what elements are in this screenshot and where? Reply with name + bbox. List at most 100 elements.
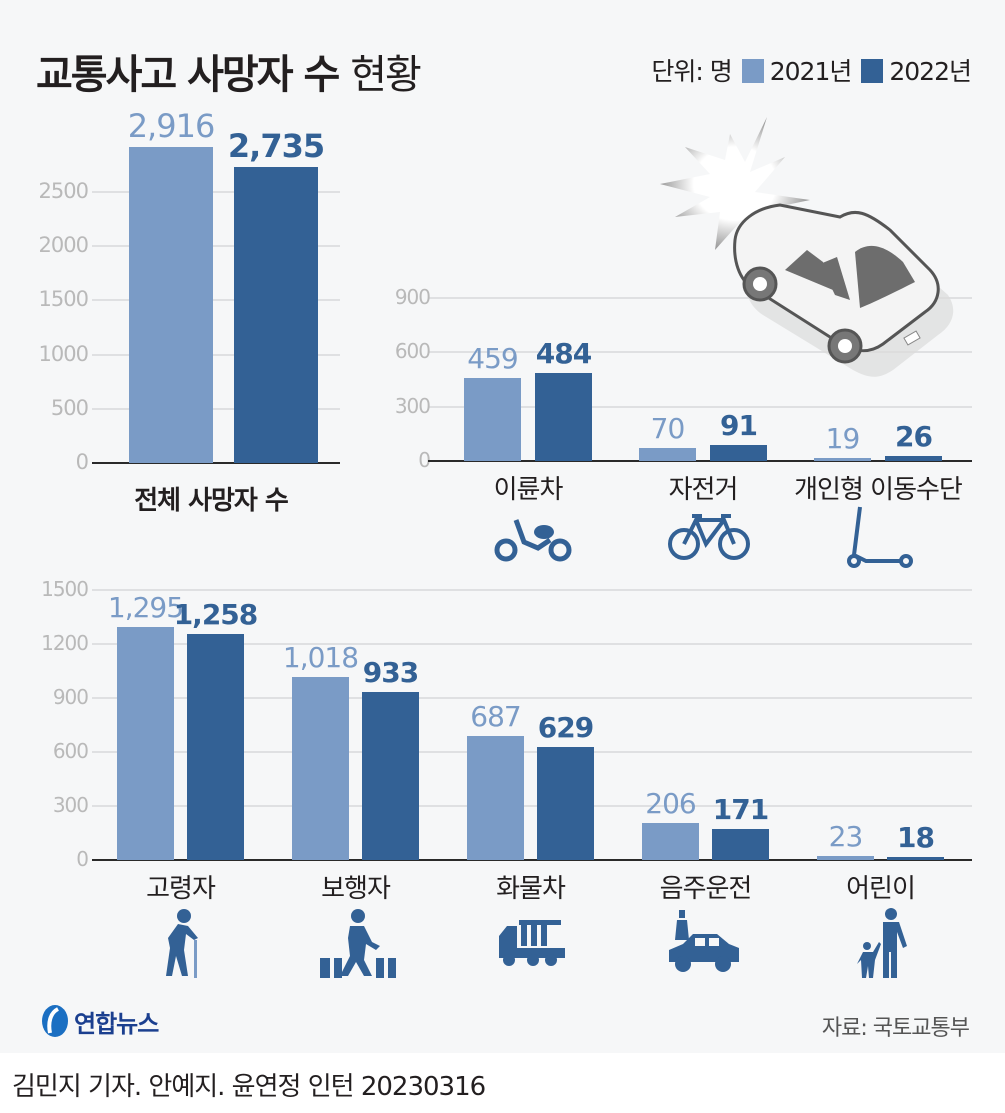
gridline	[92, 353, 340, 356]
y-tick-label: 2000	[38, 233, 89, 258]
x-axis-line	[92, 859, 972, 861]
gridline	[428, 351, 972, 354]
y-tick-label: 0	[76, 847, 89, 871]
bar-2021	[639, 448, 696, 461]
y-tick-label: 1500	[41, 577, 89, 601]
category-label: 보행자	[321, 874, 391, 904]
y-tick-label: 600	[52, 739, 89, 763]
elderly-icon	[160, 908, 210, 984]
bar-2021	[817, 855, 874, 860]
value-label: 2,916	[127, 106, 216, 145]
gridline	[428, 405, 972, 408]
drunk-driving-icon	[665, 910, 741, 980]
category-label: 어린이	[846, 874, 916, 904]
bar-2022	[234, 166, 318, 463]
yonhap-logo-icon	[42, 1005, 68, 1037]
logo-text: 연합뉴스	[74, 1009, 159, 1038]
y-tick-label: 300	[394, 393, 431, 418]
gridline	[92, 407, 340, 410]
crash-burst-icon	[660, 117, 810, 250]
y-tick-label: 2500	[38, 179, 89, 203]
category-label: 음주운전	[659, 874, 753, 904]
gridline	[92, 805, 972, 807]
gridline	[92, 751, 972, 753]
bar-2022	[710, 444, 767, 461]
gridline	[92, 643, 972, 645]
value-label: 19	[825, 421, 861, 455]
bar-2022	[887, 856, 944, 860]
gridline	[92, 191, 340, 193]
y-tick-label: 300	[52, 793, 89, 817]
category-label: 고령자	[146, 874, 216, 904]
car-crash-illustration	[660, 117, 954, 377]
bar-2021	[467, 736, 524, 860]
pedestrian-crossing-icon	[318, 908, 398, 984]
truck-icon	[497, 918, 567, 972]
gridline	[428, 297, 972, 299]
x-axis-line	[92, 462, 340, 464]
legend: 단위: 명 2021년 2022년	[651, 52, 972, 88]
value-label: 1,018	[282, 640, 359, 674]
kick-scooter-icon	[846, 505, 916, 573]
bicycle-icon	[666, 512, 752, 566]
scooter-icon	[494, 512, 574, 566]
unit-label: 단위: 명	[651, 57, 732, 86]
bar-2021	[292, 676, 349, 860]
credit-line: 김민지 기자. 안예지. 윤연정 인턴 20230316	[12, 1072, 486, 1102]
category-label: 화물차	[496, 874, 566, 904]
y-tick-label: 1200	[41, 631, 89, 655]
y-tick-label: 1500	[38, 287, 89, 312]
bar-2022	[362, 692, 419, 860]
value-label: 459	[467, 341, 518, 375]
title-bold: 교통사고 사망자 수	[36, 52, 340, 98]
value-label: 171	[712, 793, 769, 827]
page-title: 교통사고 사망자 수 현황	[36, 42, 422, 100]
source-label: 자료: 국토교통부	[821, 1016, 970, 1041]
value-label: 18	[897, 820, 935, 854]
y-tick-label: 1000	[38, 341, 89, 366]
value-label: 23	[828, 819, 864, 853]
y-tick-label: 900	[52, 685, 89, 709]
bar-2021	[814, 457, 871, 461]
legend-item-2022: 2022년	[861, 52, 972, 88]
y-tick-label: 0	[75, 450, 89, 474]
value-label: 2,735	[227, 126, 325, 165]
value-label: 206	[645, 786, 696, 820]
title-light: 현황	[350, 52, 422, 98]
category-label: 자전거	[668, 475, 739, 505]
y-tick-label: 500	[50, 395, 89, 420]
bar-2021	[129, 146, 213, 463]
value-label: 1,258	[173, 597, 259, 631]
publisher-logo: 연합뉴스	[40, 1003, 159, 1039]
legend-swatch-2022	[861, 59, 884, 83]
gridline	[92, 299, 340, 302]
x-axis-line	[428, 460, 972, 462]
category-label: 이륜차	[493, 475, 564, 505]
bar-2022	[712, 829, 769, 860]
bar-2021	[117, 626, 174, 860]
gridline	[92, 697, 972, 699]
y-tick-label: 900	[394, 285, 431, 309]
category-label: 개인형 이동수단	[794, 475, 963, 505]
bar-2022	[535, 373, 592, 461]
value-label: 1,295	[107, 590, 184, 624]
gridline	[92, 589, 972, 591]
legend-item-2021: 2021년	[741, 52, 852, 88]
bar-2022	[885, 456, 942, 461]
value-label: 91	[720, 408, 758, 442]
child-with-adult-icon	[855, 908, 915, 984]
value-label: 933	[362, 656, 419, 690]
bar-2022	[537, 746, 594, 860]
legend-swatch-2021	[741, 59, 764, 83]
value-label: 484	[535, 337, 592, 371]
y-tick-label: 600	[394, 339, 431, 364]
value-label: 629	[537, 710, 594, 744]
y-tick-label: 0	[418, 448, 431, 472]
bar-2021	[642, 822, 699, 860]
value-label: 26	[895, 420, 933, 454]
bar-2021	[464, 377, 521, 461]
gridline	[92, 245, 340, 248]
category-label-total: 전체 사망자 수	[134, 486, 289, 516]
bar-2022	[187, 633, 244, 860]
value-label: 687	[470, 700, 521, 734]
